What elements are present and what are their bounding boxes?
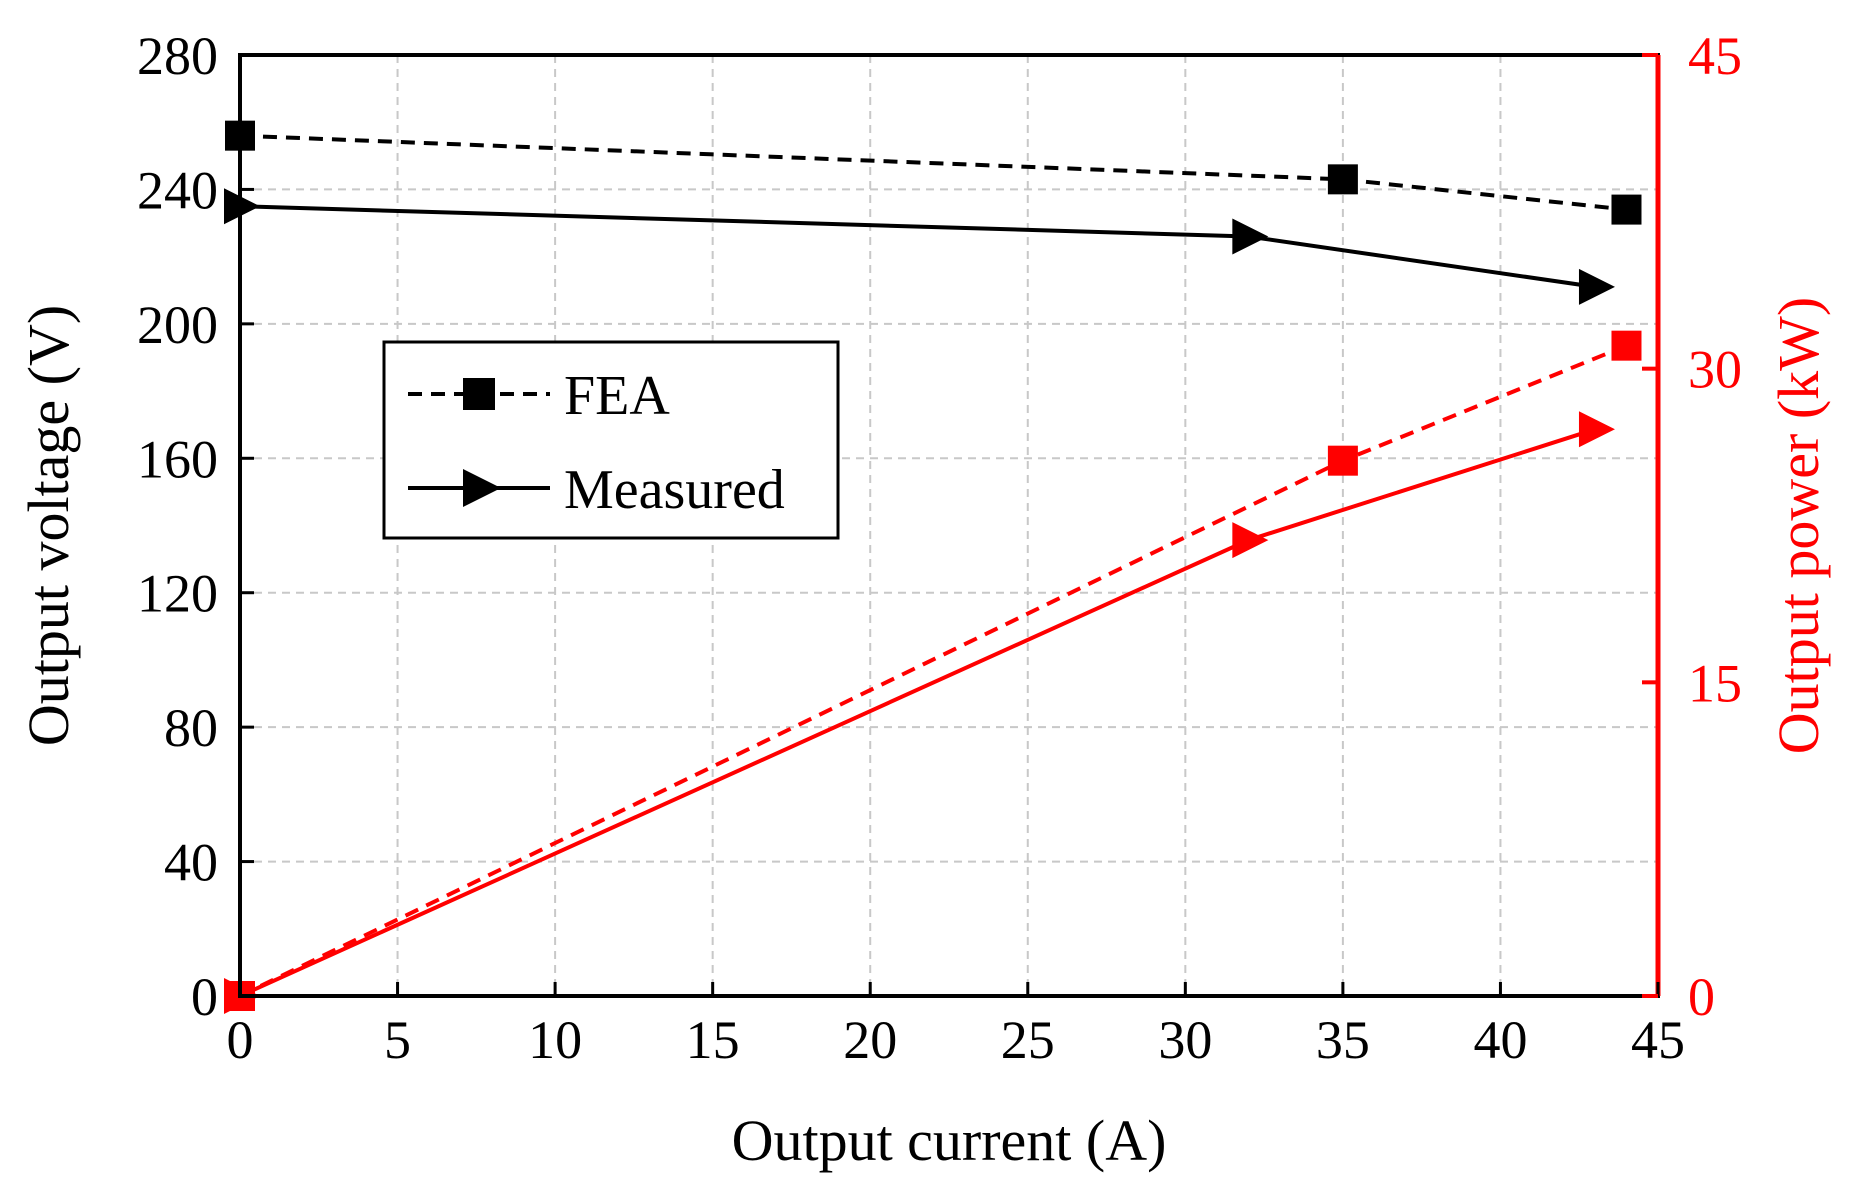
left-y-tick-label: 0 [191,967,218,1027]
x-tick-label: 0 [227,1010,254,1070]
x-tick-label: 45 [1631,1010,1685,1070]
x-tick-label: 30 [1158,1010,1212,1070]
grid [240,55,1658,996]
right-y-tick-label: 15 [1688,653,1742,713]
left-y-tick-label: 80 [164,698,218,758]
data-point-fea-power [1327,445,1358,476]
legend-measured-marker [463,469,501,507]
legend-fea-label: FEA [564,365,670,427]
right-y-tick-label: 30 [1688,340,1742,400]
left-y-tick-label: 40 [164,833,218,893]
x-tick-label: 40 [1473,1010,1527,1070]
data-point-measured-voltage [1232,218,1269,255]
data-point-fea-voltage [1611,194,1642,225]
left-y-tick-label: 200 [137,295,218,355]
left-y-tick-label: 120 [137,564,218,624]
right-y-tick-label: 0 [1688,967,1715,1027]
left-y-tick-label: 240 [137,160,218,220]
x-tick-label: 35 [1316,1010,1370,1070]
x-tick-label: 20 [843,1010,897,1070]
data-point-fea-power [1611,330,1642,361]
x-axis-title: Output current (A) [732,1108,1167,1173]
right-y-tick-label: 45 [1688,26,1742,86]
data-point-measured-power [1578,411,1615,448]
legend-fea-marker [463,378,495,410]
series-line-fea-voltage [239,133,1627,212]
left-y-tick-label: 280 [137,26,218,86]
series-layer [224,120,1642,1014]
left-y-axis-title: Output voltage (V) [16,305,81,746]
data-point-measured-power [1232,522,1269,559]
right-y-axis-title: Output power (kW) [1766,297,1831,754]
x-tick-label: 5 [384,1010,411,1070]
ticks: 0 5 10 15 20 25 30 35 40 450408012016020024028001… [137,26,1742,1070]
legend-measured-label: Measured [564,459,785,521]
x-tick-label: 25 [1001,1010,1055,1070]
left-y-tick-label: 160 [137,429,218,489]
series-line-measured-voltage [239,204,1596,289]
data-point-measured-voltage [1578,268,1615,305]
legend-box [382,340,840,540]
data-point-fea-voltage [1327,164,1358,195]
legend: FEA Measured [382,340,840,540]
x-tick-label: 15 [686,1010,740,1070]
x-tick-label: 10 [528,1010,582,1070]
